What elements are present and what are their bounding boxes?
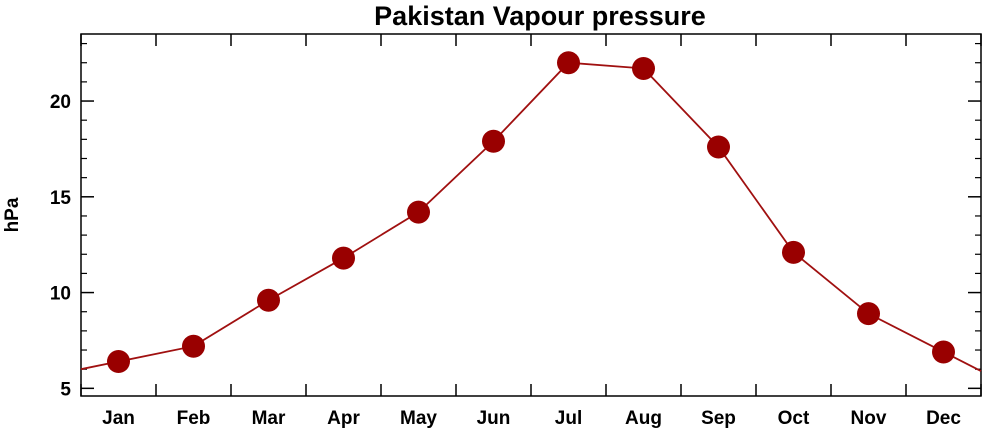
x-tick-label: Oct xyxy=(778,408,810,429)
x-tick-label: Jul xyxy=(555,408,582,429)
x-tick-label: Feb xyxy=(177,408,211,429)
y-tick-label: 5 xyxy=(60,379,71,400)
data-point-oct xyxy=(782,240,805,264)
x-tick-label: Jun xyxy=(477,408,511,429)
x-tick-label: Dec xyxy=(926,408,961,429)
x-tick-label: Jan xyxy=(102,408,135,429)
data-point-may xyxy=(407,200,430,224)
data-point-aug xyxy=(632,56,655,80)
axis-ticks xyxy=(80,34,982,396)
plot-frame xyxy=(80,33,982,397)
y-tick-label: 10 xyxy=(50,284,71,305)
series-line xyxy=(80,61,982,372)
y-tick-labels: 5 10 15 20 xyxy=(50,92,72,400)
data-point-jun xyxy=(482,129,505,153)
data-point-jul xyxy=(557,51,580,75)
data-point-dec xyxy=(932,340,955,364)
y-axis-label: hPa xyxy=(2,197,23,232)
x-tick-label: Sep xyxy=(701,408,736,429)
x-tick-labels: Jan Feb Mar Apr May Jun Jul Aug Sep Oct Nov Dec xyxy=(102,408,961,429)
data-point-jan xyxy=(107,350,130,374)
x-tick-label: May xyxy=(400,408,437,429)
y-tick-label: 15 xyxy=(50,188,72,209)
data-point-apr xyxy=(332,246,355,270)
chart-title: Pakistan Vapour pressure xyxy=(374,1,706,31)
data-point-nov xyxy=(857,302,880,326)
data-point-mar xyxy=(257,288,280,312)
x-tick-label: Aug xyxy=(625,408,662,429)
series-vapour-pressure xyxy=(80,51,982,374)
x-tick-label: Nov xyxy=(851,408,887,429)
data-point-sep xyxy=(707,135,730,159)
data-point-feb xyxy=(182,334,205,358)
x-tick-label: Apr xyxy=(327,408,360,429)
y-tick-label: 20 xyxy=(50,92,71,113)
x-tick-label: Mar xyxy=(252,408,286,429)
